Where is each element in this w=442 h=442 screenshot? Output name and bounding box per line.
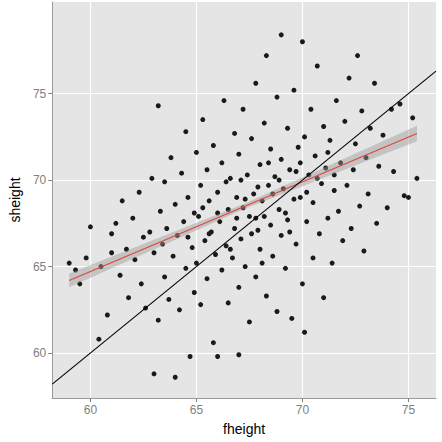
svg-text:60: 60: [33, 346, 47, 360]
svg-text:75: 75: [33, 87, 47, 101]
svg-text:70: 70: [33, 173, 47, 187]
svg-text:75: 75: [402, 403, 416, 417]
svg-text:sheight: sheight: [7, 177, 23, 222]
svg-text:70: 70: [296, 403, 310, 417]
svg-text:65: 65: [190, 403, 204, 417]
svg-text:60: 60: [84, 403, 98, 417]
svg-text:65: 65: [33, 260, 47, 274]
svg-text:fheight: fheight: [223, 421, 265, 437]
